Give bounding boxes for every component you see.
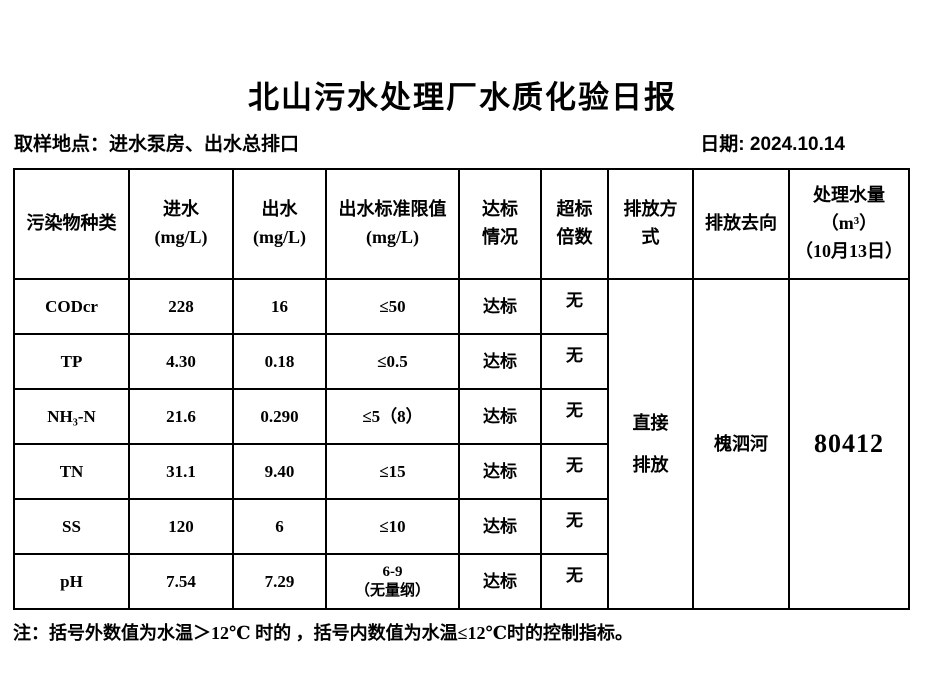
limit-cell: ≤50 <box>325 278 460 335</box>
table-row-ph: pH 7.54 7.29 6-9 （无量纲） 达标 无 <box>13 553 909 610</box>
limit-cell: ≤10 <box>325 498 460 555</box>
pollutant-cell: SS <box>13 498 130 555</box>
pollutant-cell: CODcr <box>13 278 130 335</box>
inflow-cell: 228 <box>128 278 234 335</box>
limit-cell: ≤15 <box>325 443 460 500</box>
footnote: 注：括号外数值为水温＞12℃ 时的 ，括号内数值为水温≤12℃时的控制指标。 <box>13 623 634 643</box>
header-inflow: 进水 (mg/L) <box>128 168 234 280</box>
header-outflow: 出水 (mg/L) <box>232 168 327 280</box>
inflow-cell: 21.6 <box>128 388 234 445</box>
exceedance-cell: 无 <box>540 443 609 500</box>
header-treated-volume: 处理水量 （m³） （10月13日） <box>788 168 910 280</box>
inflow-cell: 7.54 <box>128 553 234 610</box>
water-quality-table: 污染物种类 进水 (mg/L) 出水 (mg/L) 出水标准限值 (mg/L) … <box>13 168 910 610</box>
pollutant-cell: TP <box>13 333 130 390</box>
inflow-cell: 4.30 <box>128 333 234 390</box>
sampling-location-label: 取样地点：进水泵房、出水总排口 <box>14 134 300 155</box>
header-compliance: 达标 情况 <box>458 168 542 280</box>
header-row: 污染物种类 进水 (mg/L) 出水 (mg/L) 出水标准限值 (mg/L) … <box>13 168 910 280</box>
table-row-tp: TP 4.30 0.18 ≤0.5 达标 无 <box>13 333 909 390</box>
outflow-cell: 7.29 <box>232 553 327 610</box>
outflow-cell: 6 <box>232 498 327 555</box>
limit-cell: 6-9 （无量纲） <box>325 553 460 610</box>
limit-cell: ≤0.5 <box>325 333 460 390</box>
compliance-cell: 达标 <box>458 388 542 445</box>
table-row-codcr: CODcr 228 16 ≤50 达标 无 直接 排放 槐泗河 80412 <box>13 278 910 610</box>
page-title: 北山污水处理厂水质化验日报 <box>248 80 677 115</box>
discharge-destination-cell: 槐泗河 <box>692 278 790 610</box>
table-row-ss: SS 120 6 ≤10 达标 无 <box>13 498 909 555</box>
exceedance-cell: 无 <box>540 498 609 555</box>
compliance-cell: 达标 <box>458 498 542 555</box>
pollutant-cell: NH₃-N <box>13 388 130 445</box>
header-discharge-destination: 排放去向 <box>692 168 790 280</box>
limit-cell: ≤5（8） <box>325 388 460 445</box>
meta-row: 取样地点：进水泵房、出水总排口 日期: 2024.10.14 <box>14 129 845 156</box>
table-row-tn: TN 31.1 9.40 ≤15 达标 无 <box>13 443 909 500</box>
outflow-cell: 0.290 <box>232 388 327 445</box>
inflow-cell: 31.1 <box>128 443 234 500</box>
inflow-cell: 120 <box>128 498 234 555</box>
table-row-nh3n: NH₃-N 21.6 0.290 ≤5（8） 达标 无 <box>13 388 909 445</box>
report-date-label: 日期: 2024.10.14 <box>700 134 845 155</box>
outflow-cell: 0.18 <box>232 333 327 390</box>
header-limit: 出水标准限值 (mg/L) <box>325 168 460 280</box>
header-discharge-mode: 排放方 式 <box>607 168 694 280</box>
discharge-mode-cell: 直接 排放 <box>607 278 694 610</box>
header-pollutant: 污染物种类 <box>13 168 130 280</box>
compliance-cell: 达标 <box>458 333 542 390</box>
compliance-cell: 达标 <box>458 443 542 500</box>
header-exceedance: 超标 倍数 <box>540 168 609 280</box>
exceedance-cell: 无 <box>540 388 609 445</box>
compliance-cell: 达标 <box>458 553 542 610</box>
exceedance-cell: 无 <box>540 553 609 610</box>
outflow-cell: 16 <box>232 278 327 335</box>
pollutant-cell: TN <box>13 443 130 500</box>
pollutant-cell: pH <box>13 553 130 610</box>
outflow-cell: 9.40 <box>232 443 327 500</box>
exceedance-cell: 无 <box>540 278 609 335</box>
compliance-cell: 达标 <box>458 278 542 335</box>
treated-volume-cell: 80412 <box>788 278 910 610</box>
exceedance-cell: 无 <box>540 333 609 390</box>
